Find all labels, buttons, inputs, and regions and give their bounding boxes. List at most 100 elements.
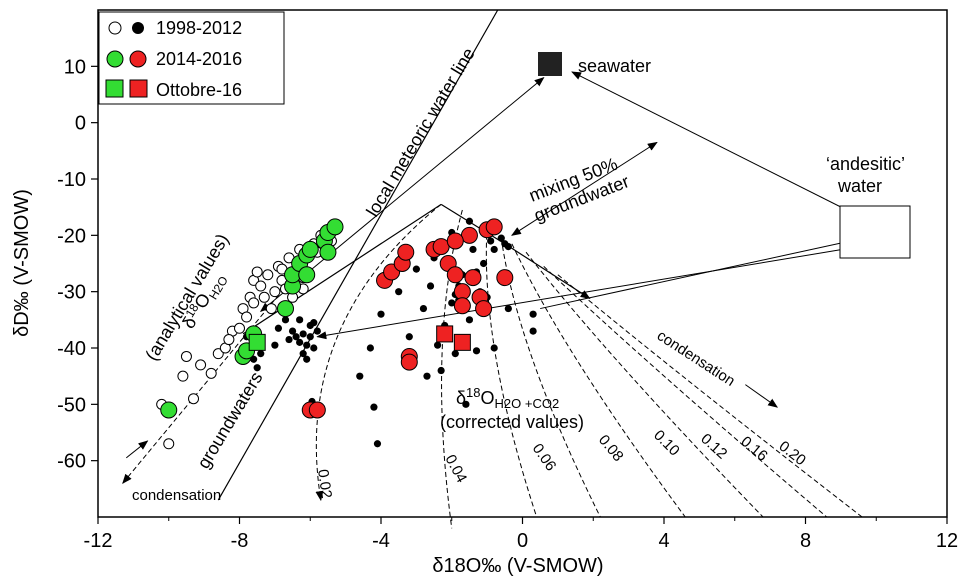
point-black xyxy=(395,288,403,296)
point-open-circle xyxy=(269,286,281,298)
point-black xyxy=(306,333,314,341)
condensation-trend-line xyxy=(504,243,591,299)
point-black xyxy=(465,316,474,324)
point-black xyxy=(310,344,318,352)
y-tick-label: -20 xyxy=(57,225,86,247)
point-black xyxy=(373,440,382,448)
point-black xyxy=(529,310,537,318)
point-colored xyxy=(496,269,514,287)
point-black xyxy=(504,243,512,251)
point-black xyxy=(529,327,537,335)
point-colored xyxy=(298,266,316,284)
x-tick-label: 4 xyxy=(658,530,669,552)
y-tick-label: 10 xyxy=(64,56,86,78)
legend-marker-open xyxy=(108,21,122,35)
y-tick-label: -10 xyxy=(57,169,86,191)
point-colored xyxy=(160,401,178,419)
point-black xyxy=(296,316,304,324)
point-open-circle xyxy=(195,359,207,371)
legend-marker-red-square xyxy=(129,79,148,98)
point-black xyxy=(469,245,477,254)
corrected-label-line1: δ18OH2O +CO2 xyxy=(456,385,559,411)
point-colored xyxy=(446,266,464,284)
point-open-circle xyxy=(177,370,189,382)
point-black xyxy=(504,304,512,313)
point-colored xyxy=(453,297,471,315)
point-black xyxy=(479,259,488,268)
y-tick-label: -60 xyxy=(57,451,86,473)
legend-label-2014: 2014-2016 xyxy=(156,49,242,69)
point-colored xyxy=(276,300,294,318)
mixing-curve xyxy=(511,243,686,518)
seawater-label: seawater xyxy=(578,56,651,76)
x-tick-label: -4 xyxy=(372,530,390,552)
point-black xyxy=(451,350,459,358)
point-black xyxy=(356,372,364,380)
x-tick-label: 0 xyxy=(517,530,528,552)
x-tick-label: -12 xyxy=(84,530,113,552)
point-black xyxy=(303,355,311,363)
point-black xyxy=(288,327,297,335)
data-points xyxy=(156,217,537,450)
curve-label-0.12: 0.12 xyxy=(697,430,730,462)
point-square xyxy=(453,333,471,351)
point-black xyxy=(437,366,445,375)
x-tick-label: 8 xyxy=(800,530,811,552)
point-open-circle xyxy=(180,350,192,362)
corrected-label-line2: (corrected values) xyxy=(440,412,584,432)
condensation-right-label: condensation xyxy=(654,327,738,390)
curve-label-0.02: 0.02 xyxy=(314,468,335,499)
mixing-curve xyxy=(485,226,538,518)
point-open-circle xyxy=(241,311,253,323)
point-open-circle xyxy=(212,348,224,360)
point-black xyxy=(412,265,420,273)
point-black xyxy=(497,234,505,242)
point-black xyxy=(366,344,374,352)
point-colored xyxy=(432,238,450,256)
legend-label-ottobre: Ottobre-16 xyxy=(156,80,242,100)
point-colored xyxy=(308,401,326,419)
point-open-circle xyxy=(265,303,277,315)
mixing-curve xyxy=(543,265,828,518)
point-colored xyxy=(397,243,415,261)
point-open-circle xyxy=(255,280,267,292)
analytical-condensation-line xyxy=(122,218,343,484)
point-black xyxy=(253,364,261,372)
y-tick-label: -40 xyxy=(57,338,86,360)
y-tick-label: -30 xyxy=(57,282,86,304)
point-open-circle xyxy=(163,438,175,450)
curve-label-0.08: 0.08 xyxy=(595,432,627,465)
legend-marker-green-square xyxy=(105,79,124,98)
point-black xyxy=(377,310,385,318)
point-black xyxy=(292,333,300,341)
point-black xyxy=(465,217,474,225)
curve-label-0.06: 0.06 xyxy=(529,441,560,475)
point-colored xyxy=(485,218,503,236)
curve-label-0.16: 0.16 xyxy=(737,433,770,465)
point-black xyxy=(370,403,378,411)
lmwl-label: local meteoric water line xyxy=(362,44,479,220)
point-black xyxy=(419,304,428,313)
point-square xyxy=(436,325,454,343)
x-tick-label: -8 xyxy=(231,530,249,552)
point-black xyxy=(299,330,307,338)
point-black xyxy=(490,344,498,352)
point-black xyxy=(299,350,307,358)
andesitic-label-line1: ‘andesitic’ xyxy=(826,154,905,174)
curve-label-0.10: 0.10 xyxy=(650,427,683,460)
point-black xyxy=(423,372,431,380)
point-black xyxy=(313,327,321,335)
point-open-circle xyxy=(234,322,245,334)
condensation-left-arrow xyxy=(125,440,149,459)
mixing-arrow xyxy=(511,141,658,236)
seawater-marker xyxy=(538,52,562,76)
condensation-right-arrow xyxy=(745,384,779,408)
point-black xyxy=(426,282,435,290)
point-black xyxy=(285,335,293,344)
legend: 1998-2012 2014-2016 Ottobre-16 xyxy=(98,11,285,105)
point-colored xyxy=(464,269,482,287)
point-black xyxy=(303,341,311,349)
point-black xyxy=(257,350,265,358)
point-square xyxy=(248,333,266,351)
